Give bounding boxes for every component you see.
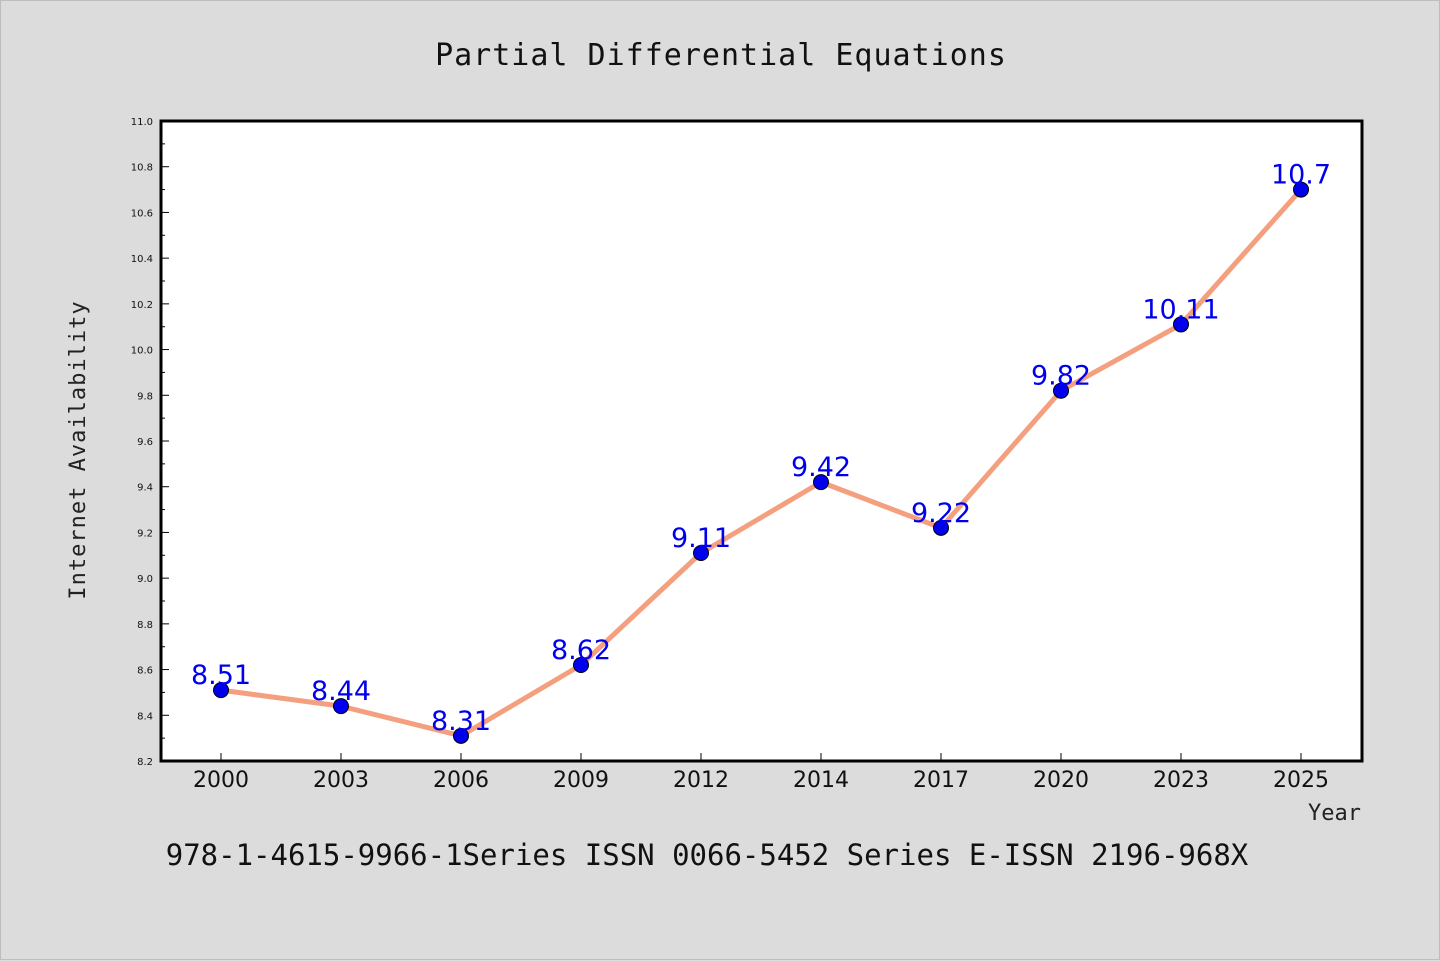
data-point bbox=[933, 519, 949, 536]
y-tick-label: 8.6 bbox=[137, 666, 153, 677]
data-point bbox=[573, 657, 589, 673]
data-point bbox=[453, 727, 469, 744]
y-tick-label: 8.8 bbox=[137, 620, 153, 631]
data-label: 9.42 bbox=[791, 452, 851, 483]
data-label: 8.62 bbox=[551, 635, 611, 666]
plot-area bbox=[159, 119, 1364, 763]
x-tick-label: 2003 bbox=[313, 768, 369, 793]
y-axis: 8.2 8.4 8.6 8.8 9.0 9.2 9.4 9.6 9.8 10.0 10.2 10.4 1… bbox=[131, 117, 169, 768]
x-axis-label: Year bbox=[1308, 801, 1361, 826]
data-label: 9.22 bbox=[911, 498, 971, 529]
data-label: 8.31 bbox=[431, 706, 491, 737]
y-tick-label: 10.6 bbox=[131, 208, 153, 219]
x-axis: 2000 2003 2006 2009 2012 2014 2017 2020 2023 2025 bbox=[193, 753, 1329, 793]
y-tick-label: 9.2 bbox=[137, 528, 153, 539]
data-label: 9.82 bbox=[1031, 361, 1091, 392]
x-tick-label: 2025 bbox=[1273, 768, 1329, 793]
y-tick-label: 9.6 bbox=[137, 437, 153, 448]
y-tick-label: 10.2 bbox=[131, 300, 153, 311]
y-tick-label: 11.0 bbox=[131, 117, 153, 128]
x-tick-label: 2006 bbox=[433, 768, 489, 793]
data-point bbox=[1173, 316, 1189, 333]
series-group: 8.51 8.44 8.31 8.62 9.11 9.42 9.22 9.82 10.11 10.… bbox=[191, 160, 1331, 744]
data-label: 9.11 bbox=[671, 523, 731, 554]
y-tick-label: 9.0 bbox=[137, 574, 153, 585]
data-point bbox=[333, 698, 349, 715]
series-line bbox=[218, 187, 1304, 739]
data-point bbox=[213, 682, 229, 699]
y-tick-label: 9.8 bbox=[137, 391, 153, 402]
data-point bbox=[693, 545, 709, 561]
x-tick-label: 2000 bbox=[193, 768, 249, 793]
x-tick-label: 2017 bbox=[913, 768, 969, 793]
y-axis-label: Internet Availability bbox=[66, 300, 91, 599]
y-tick-label: 10.4 bbox=[131, 254, 153, 265]
y-tick-label: 9.4 bbox=[137, 483, 153, 494]
data-point bbox=[1293, 181, 1309, 198]
data-label: 10.11 bbox=[1142, 294, 1219, 325]
x-tick-label: 2014 bbox=[793, 768, 849, 793]
footer-text: 978-1-4615-9966-1Series ISSN 0066-5452 S… bbox=[166, 838, 1249, 872]
x-tick-label: 2023 bbox=[1153, 768, 1209, 793]
x-tick-label: 2009 bbox=[553, 768, 609, 793]
chart-title: Partial Differential Equations bbox=[435, 38, 1007, 73]
data-point bbox=[1053, 382, 1069, 399]
data-label: 8.44 bbox=[311, 676, 371, 707]
data-label: 8.51 bbox=[191, 660, 251, 691]
y-tick-label: 10.8 bbox=[131, 163, 153, 174]
data-point bbox=[813, 474, 829, 491]
y-tick-label: 8.2 bbox=[137, 757, 153, 768]
x-tick-label: 2012 bbox=[673, 768, 729, 793]
x-tick-label: 2020 bbox=[1033, 768, 1089, 793]
data-label: 10.7 bbox=[1271, 160, 1331, 191]
y-tick-label: 10.0 bbox=[131, 346, 153, 357]
y-tick-label: 8.4 bbox=[137, 711, 153, 722]
